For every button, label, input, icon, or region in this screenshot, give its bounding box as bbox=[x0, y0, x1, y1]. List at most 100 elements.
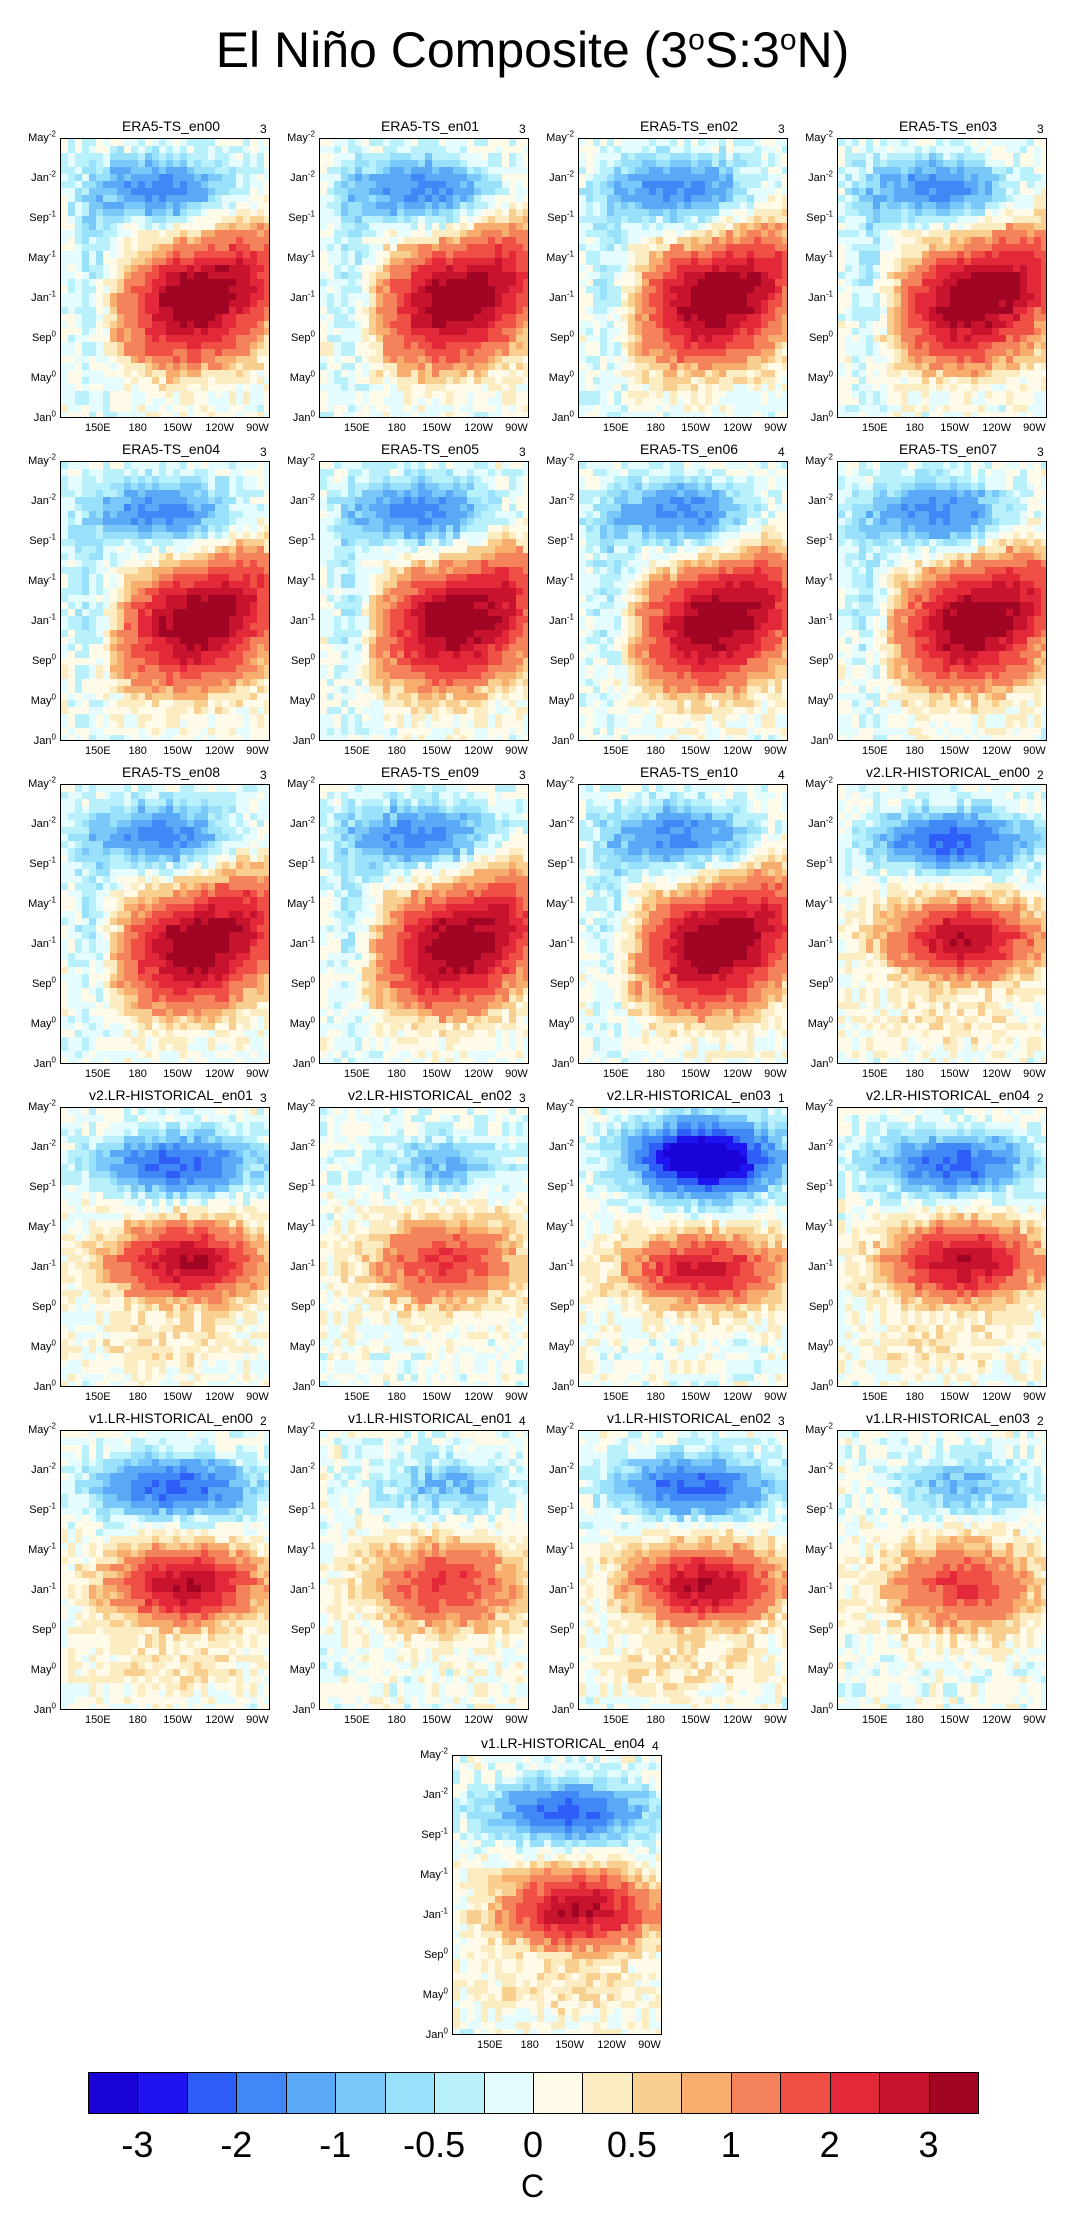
heatmap-cell bbox=[467, 363, 475, 371]
heatmap-cell bbox=[460, 405, 468, 413]
heatmap-cell bbox=[152, 405, 160, 413]
heatmap-cell bbox=[726, 265, 734, 273]
heatmap-cell bbox=[950, 405, 958, 413]
heatmap-cell bbox=[215, 209, 223, 217]
heatmap-cell bbox=[264, 462, 269, 470]
heatmap-cell bbox=[607, 286, 615, 294]
heatmap-cell bbox=[173, 230, 181, 238]
heatmap-cell bbox=[670, 279, 678, 287]
heatmap-cell bbox=[845, 412, 853, 417]
heatmap-cell bbox=[264, 146, 269, 154]
heatmap-cell bbox=[439, 363, 447, 371]
heatmap-cell bbox=[467, 174, 475, 182]
heatmap-cell bbox=[1027, 370, 1035, 378]
heatmap-cell bbox=[915, 398, 923, 406]
heatmap-cell bbox=[327, 328, 335, 336]
heatmap-cell bbox=[971, 356, 979, 364]
heatmap-cell bbox=[691, 391, 699, 399]
heatmap-cell bbox=[719, 412, 727, 417]
heatmap-cell bbox=[243, 237, 251, 245]
heatmap-cell bbox=[138, 363, 146, 371]
heatmap-cell bbox=[943, 258, 951, 266]
heatmap-cell bbox=[775, 328, 783, 336]
heatmap-cell bbox=[1034, 412, 1042, 417]
heatmap-cell bbox=[432, 356, 440, 364]
heatmap-cell bbox=[481, 356, 489, 364]
heatmap-cell bbox=[243, 272, 251, 280]
y-tick-label: Jan-2 bbox=[18, 170, 56, 184]
heatmap-cell bbox=[845, 342, 853, 350]
heatmap-cell bbox=[915, 258, 923, 266]
heatmap-cell bbox=[607, 153, 615, 161]
heatmap-cell bbox=[908, 349, 916, 357]
heatmap-cell bbox=[124, 230, 132, 238]
heatmap-cell bbox=[243, 462, 251, 470]
heatmap-cell bbox=[425, 230, 433, 238]
heatmap-cell bbox=[880, 314, 888, 322]
heatmap-cell bbox=[131, 356, 139, 364]
heatmap-cell bbox=[936, 356, 944, 364]
heatmap-cell bbox=[404, 251, 412, 259]
heatmap-cell bbox=[502, 195, 510, 203]
heatmap-cell bbox=[705, 286, 713, 294]
heatmap-cell bbox=[243, 321, 251, 329]
heatmap-cell bbox=[845, 286, 853, 294]
heatmap-cell bbox=[474, 405, 482, 413]
heatmap-cell bbox=[110, 462, 118, 470]
heatmap-cell bbox=[369, 342, 377, 350]
heatmap-cell bbox=[208, 237, 216, 245]
heatmap-cell bbox=[880, 230, 888, 238]
heatmap-cell bbox=[264, 223, 269, 231]
heatmap-cell bbox=[628, 216, 636, 224]
heatmap-cell bbox=[880, 202, 888, 210]
heatmap-cell bbox=[117, 300, 125, 308]
heatmap-cell bbox=[89, 349, 97, 357]
heatmap-cell bbox=[145, 398, 153, 406]
heatmap-cell bbox=[852, 188, 860, 196]
heatmap-cell bbox=[397, 293, 405, 301]
heatmap-cell bbox=[348, 272, 356, 280]
heatmap-cell bbox=[201, 265, 209, 273]
heatmap-cell bbox=[747, 377, 755, 385]
heatmap-cell bbox=[726, 307, 734, 315]
heatmap-cell bbox=[656, 209, 664, 217]
heatmap-cell bbox=[509, 230, 517, 238]
heatmap-cell bbox=[82, 251, 90, 259]
heatmap-cell bbox=[488, 237, 496, 245]
heatmap-cell bbox=[691, 174, 699, 182]
heatmap-cell bbox=[488, 230, 496, 238]
heatmap-cell bbox=[754, 153, 762, 161]
heatmap-cell bbox=[845, 391, 853, 399]
heatmap-cell bbox=[635, 139, 643, 147]
heatmap-cell bbox=[677, 209, 685, 217]
heatmap-cell bbox=[964, 335, 972, 343]
heatmap-cell bbox=[173, 300, 181, 308]
heatmap-cell bbox=[656, 307, 664, 315]
heatmap-cell bbox=[145, 272, 153, 280]
heatmap-cell bbox=[964, 153, 972, 161]
heatmap-cell bbox=[474, 174, 482, 182]
heatmap-cell bbox=[89, 335, 97, 343]
heatmap-cell bbox=[1041, 230, 1046, 238]
heatmap-cell bbox=[131, 223, 139, 231]
heatmap-cell bbox=[152, 412, 160, 417]
heatmap-cell bbox=[600, 167, 608, 175]
heatmap-cell bbox=[432, 251, 440, 259]
heatmap-cell bbox=[334, 356, 342, 364]
heatmap-cell bbox=[1020, 363, 1028, 371]
heatmap-cell bbox=[775, 349, 783, 357]
heatmap-cell bbox=[467, 244, 475, 252]
heatmap-cell bbox=[131, 398, 139, 406]
heatmap-cell bbox=[362, 398, 370, 406]
heatmap-cell bbox=[656, 258, 664, 266]
heatmap-cell bbox=[61, 321, 69, 329]
heatmap-cell bbox=[915, 230, 923, 238]
heatmap-cell bbox=[446, 181, 454, 189]
heatmap-cell bbox=[957, 160, 965, 168]
heatmap-cell bbox=[922, 188, 930, 196]
heatmap-cell bbox=[768, 195, 776, 203]
heatmap-cell bbox=[495, 307, 503, 315]
heatmap-cell bbox=[397, 139, 405, 147]
heatmap-cell bbox=[369, 223, 377, 231]
heatmap-cell bbox=[180, 349, 188, 357]
